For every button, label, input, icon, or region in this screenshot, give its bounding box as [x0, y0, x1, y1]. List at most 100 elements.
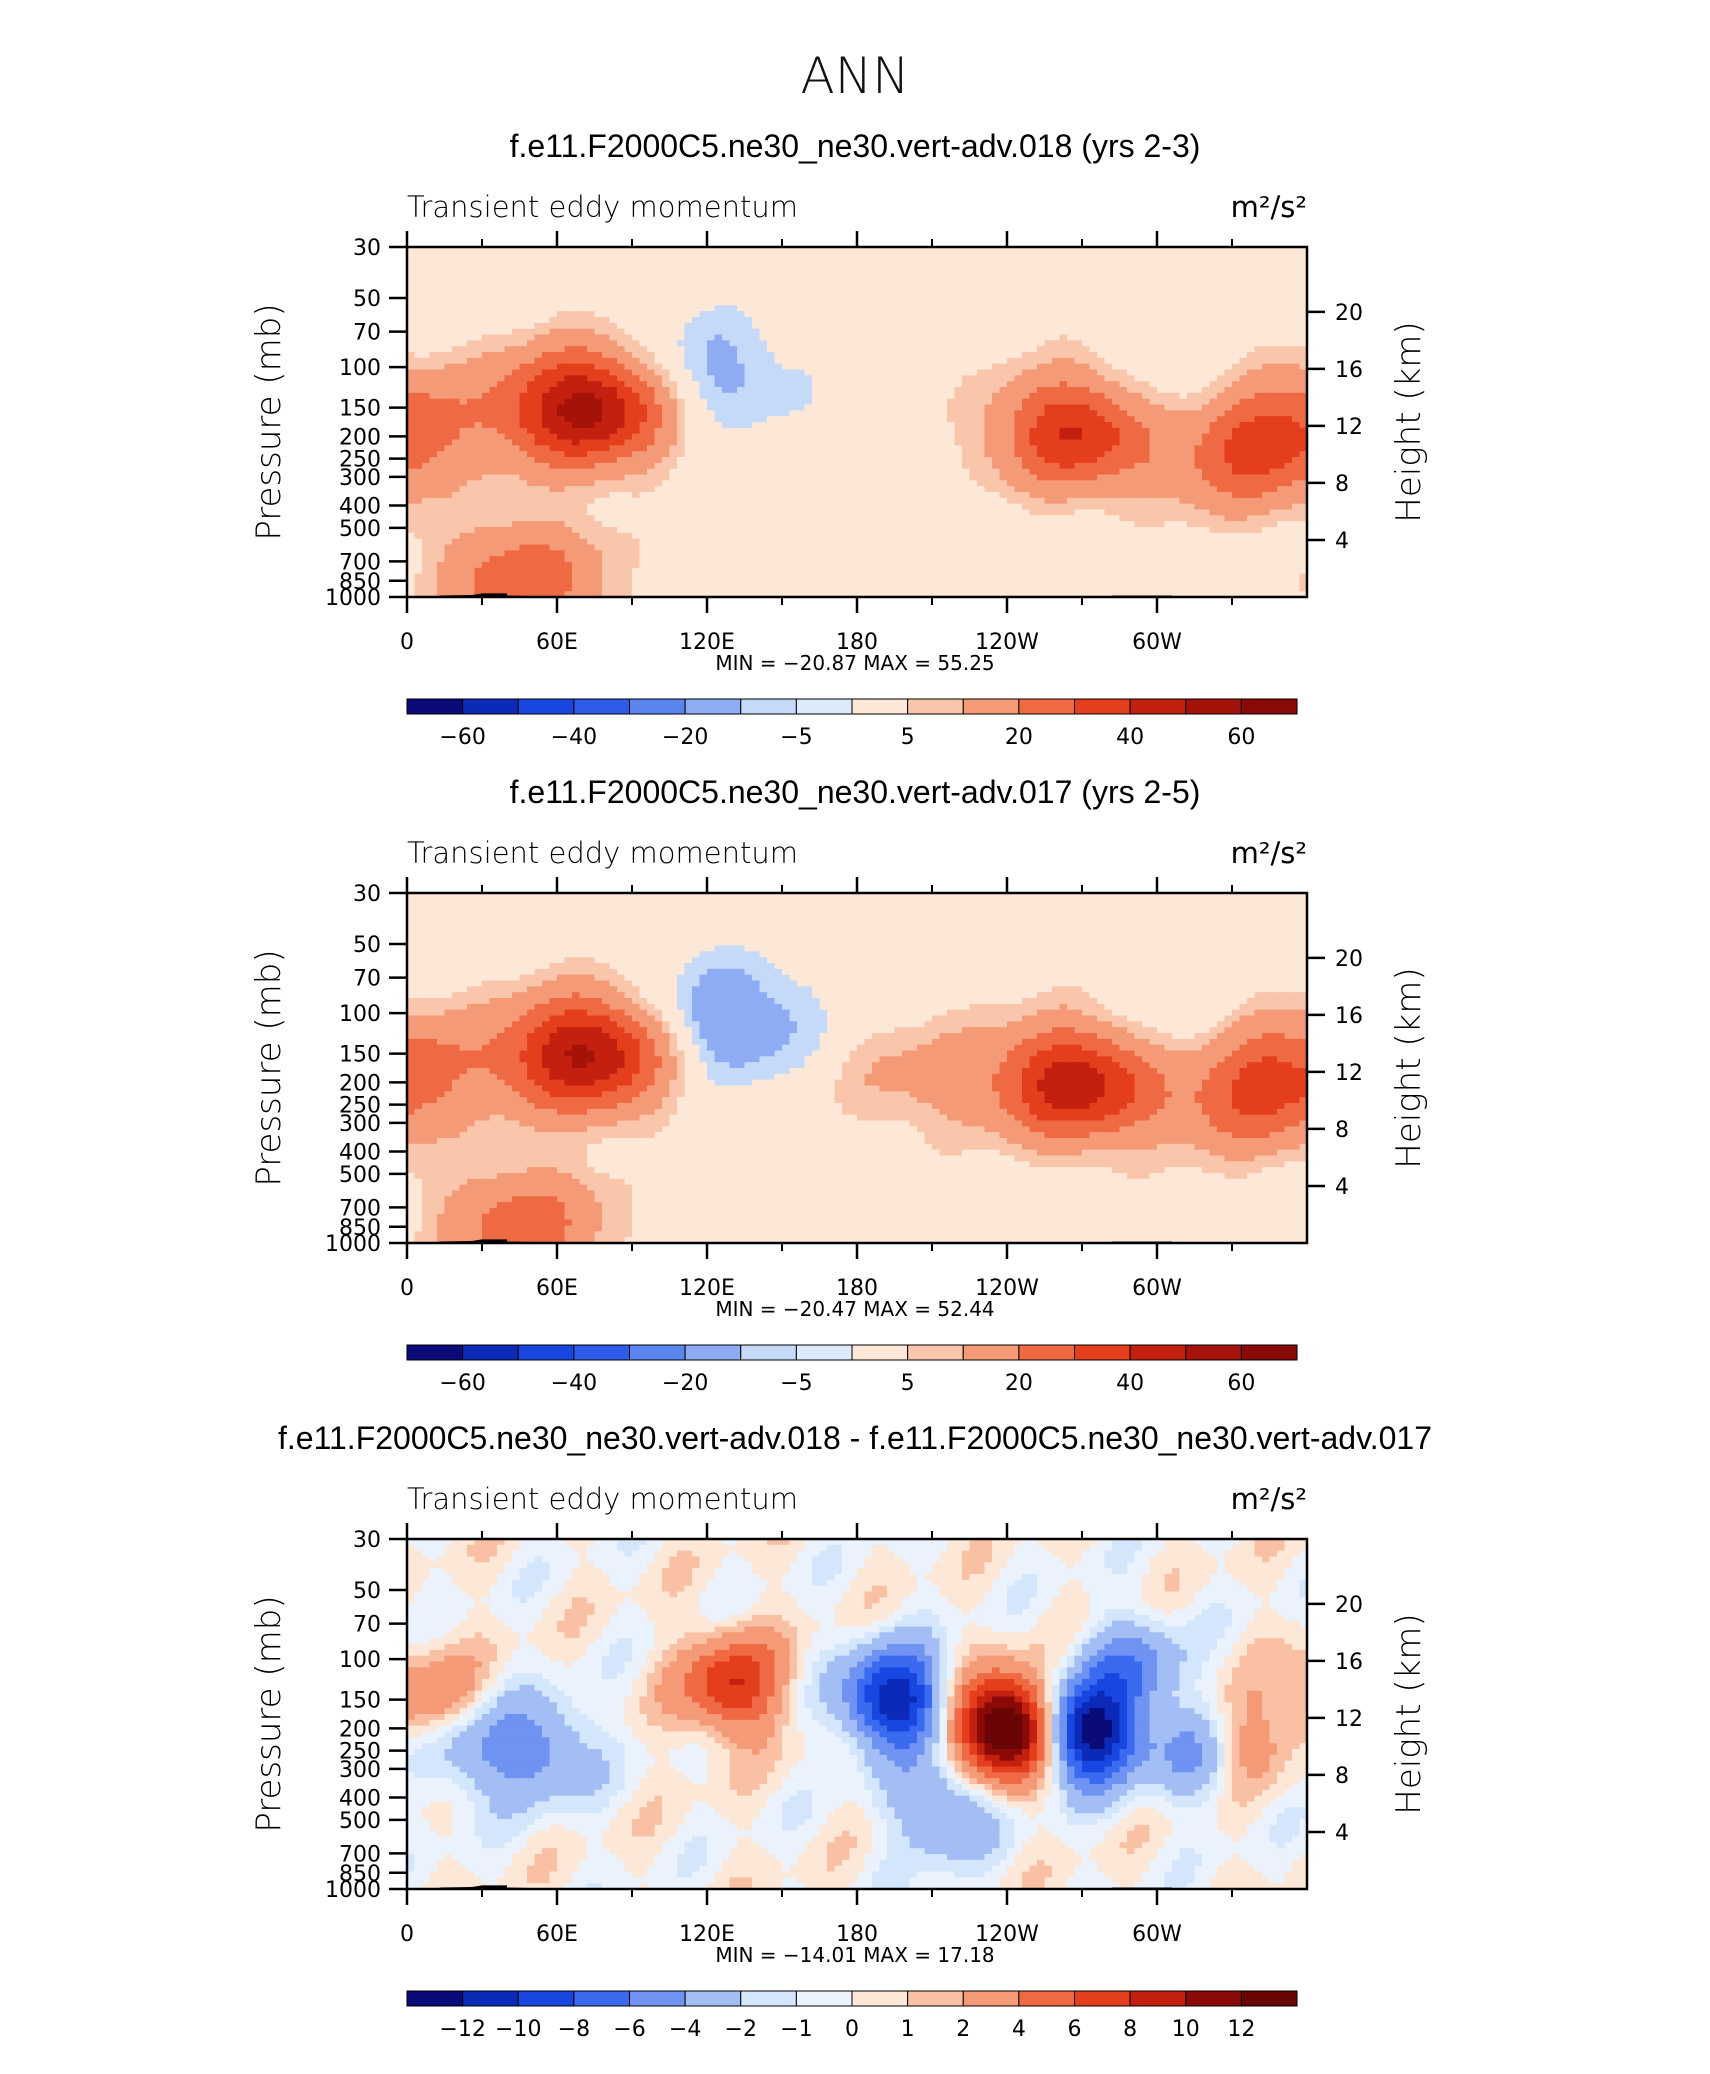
field-cell: [797, 369, 806, 376]
field-cell: [684, 247, 693, 254]
field-cell: [572, 247, 581, 254]
field-cell: [767, 346, 776, 353]
field-cell: [1179, 387, 1188, 394]
field-cell: [797, 258, 806, 266]
field-cell: [1074, 439, 1083, 446]
field-cell: [842, 282, 851, 289]
field-cell: [737, 468, 746, 476]
field-cell: [662, 439, 671, 446]
field-cell: [849, 363, 858, 371]
field-cell: [759, 404, 768, 411]
field-cell: [744, 282, 753, 289]
field-cell: [534, 363, 543, 371]
field-cell: [1202, 416, 1211, 423]
field-cell: [639, 474, 648, 481]
field-cell: [512, 340, 521, 347]
field-cell: [812, 427, 821, 435]
field-cell: [609, 486, 618, 493]
field-cell: [1172, 252, 1181, 260]
field-cell: [909, 258, 918, 266]
field-cell: [699, 334, 708, 341]
field-cell: [1194, 381, 1203, 388]
field-cell: [579, 346, 588, 353]
field-cell: [1277, 416, 1286, 423]
field-cell: [962, 422, 971, 429]
field-cell: [534, 387, 543, 394]
field-cell: [692, 457, 701, 464]
field-cell: [1052, 258, 1061, 266]
field-cell: [1022, 346, 1031, 353]
field-cell: [489, 375, 498, 382]
field-cell: [812, 392, 821, 400]
field-cell: [1089, 363, 1098, 371]
field-cell: [849, 293, 858, 301]
field-cell: [534, 311, 543, 318]
field-cell: [564, 462, 573, 470]
field-cell: [1187, 270, 1196, 277]
field-cell: [707, 311, 716, 318]
field-cell: [789, 264, 798, 271]
field-cell: [669, 381, 678, 388]
field-cell: [1149, 317, 1158, 324]
field-cell: [414, 357, 423, 365]
field-cell: [969, 305, 978, 312]
field-cell: [782, 299, 791, 306]
field-cell: [422, 258, 431, 266]
field-cell: [752, 427, 761, 435]
field-cell: [782, 480, 791, 487]
field-cell: [617, 404, 626, 411]
field-cell: [1112, 357, 1121, 365]
field-cell: [752, 392, 761, 400]
field-cell: [572, 346, 581, 353]
field-cell: [542, 270, 551, 277]
field-cell: [887, 404, 896, 411]
field-cell: [887, 392, 896, 400]
field-cell: [1224, 457, 1233, 464]
field-cell: [542, 305, 551, 312]
field-cell: [729, 322, 738, 330]
field-cell: [699, 381, 708, 388]
field-cell: [692, 433, 701, 441]
field-cell: [819, 375, 828, 382]
field-cell: [969, 416, 978, 423]
field-cell: [1007, 433, 1016, 441]
field-cell: [782, 486, 791, 493]
field-cell: [789, 416, 798, 423]
field-cell: [534, 451, 543, 458]
field-cell: [1044, 287, 1053, 295]
field-cell: [467, 398, 476, 406]
field-cell: [909, 276, 918, 283]
field-cell: [557, 369, 566, 376]
field-cell: [1082, 474, 1091, 481]
field-cell: [519, 363, 528, 371]
field-cell: [459, 468, 468, 476]
field-cell: [1269, 457, 1278, 464]
field-cell: [737, 486, 746, 493]
field-cell: [542, 486, 551, 493]
field-cell: [759, 287, 768, 295]
field-cell: [947, 392, 956, 400]
field-cell: [407, 439, 416, 446]
field-cell: [722, 468, 731, 476]
field-cell: [819, 264, 828, 271]
field-cell: [1022, 433, 1031, 441]
field-cell: [579, 247, 588, 254]
field-cell: [474, 311, 483, 318]
field-cell: [452, 381, 461, 388]
field-cell: [977, 474, 986, 481]
field-cell: [1059, 381, 1068, 388]
field-cell: [459, 305, 468, 312]
field-cell: [819, 311, 828, 318]
field-cell: [819, 340, 828, 347]
field-cell: [864, 427, 873, 435]
field-cell: [947, 317, 956, 324]
field-cell: [414, 363, 423, 371]
field-cell: [639, 252, 648, 260]
field-cell: [617, 462, 626, 470]
field-cell: [722, 270, 731, 277]
field-cell: [774, 293, 783, 301]
field-cell: [602, 433, 611, 441]
field-cell: [1014, 287, 1023, 295]
field-cell: [497, 404, 506, 411]
field-cell: [489, 433, 498, 441]
